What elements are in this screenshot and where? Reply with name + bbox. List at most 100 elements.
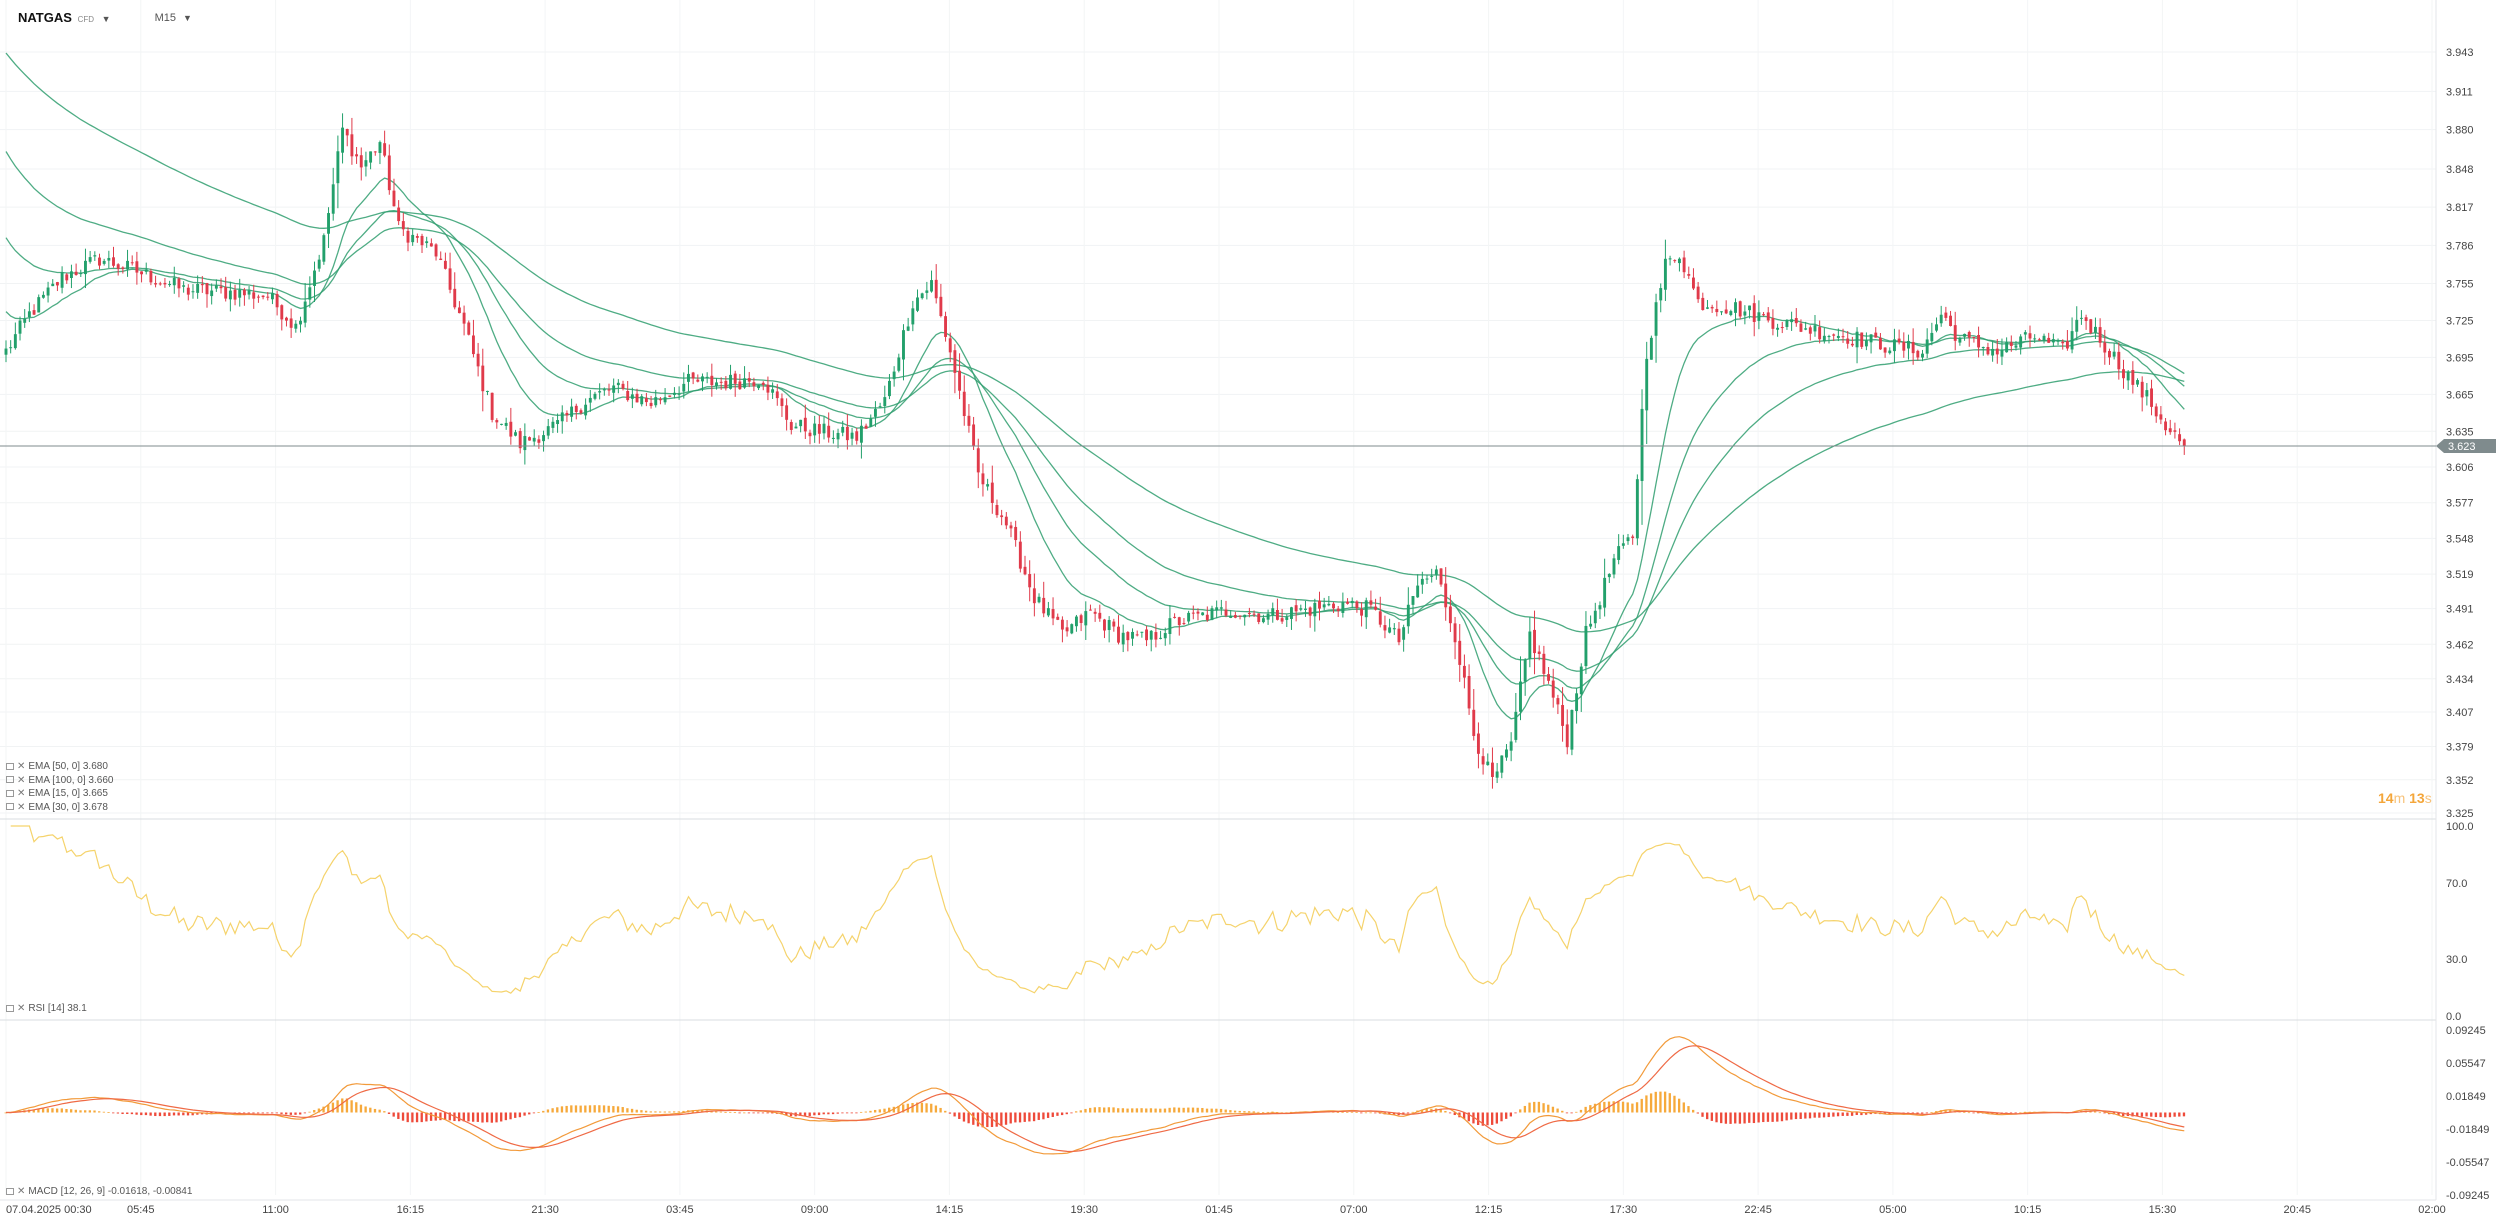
macd-histogram-bar xyxy=(1032,1112,1036,1122)
legend-item-rsi[interactable]: ✕ RSI [14] 38.1 xyxy=(6,1002,87,1016)
macd-histogram-bar xyxy=(1135,1108,1139,1113)
candle xyxy=(1575,688,1579,724)
close-icon[interactable]: ✕ xyxy=(17,1003,26,1014)
macd-histogram-bar xyxy=(743,1112,746,1114)
candle xyxy=(364,151,368,177)
price-tick-label: 3.577 xyxy=(2446,498,2474,510)
candle xyxy=(219,278,223,294)
price-tick-label: 3.817 xyxy=(2446,202,2474,214)
candle xyxy=(1766,307,1770,323)
macd-histogram-bar xyxy=(2023,1111,2027,1113)
candle xyxy=(401,212,405,236)
macd-histogram-bar xyxy=(500,1112,503,1122)
macd-histogram-bar xyxy=(1257,1111,1260,1113)
candle xyxy=(1771,309,1775,336)
candle xyxy=(392,178,396,207)
settings-icon[interactable] xyxy=(6,762,14,770)
candle xyxy=(691,371,695,385)
legend-item-macd[interactable]: ✕ MACD [12, 26, 9] -0.01618, -0.00841 xyxy=(6,1185,192,1199)
macd-histogram-bar xyxy=(1187,1107,1190,1113)
settings-icon[interactable] xyxy=(6,803,14,811)
candle xyxy=(2117,342,2121,380)
candle xyxy=(4,340,8,363)
macd-histogram-bar xyxy=(1159,1108,1162,1113)
candle xyxy=(51,279,55,287)
settings-icon[interactable] xyxy=(6,776,14,784)
macd-histogram-bar xyxy=(1154,1108,1157,1113)
candle xyxy=(864,423,868,429)
candle xyxy=(2178,428,2182,446)
macd-histogram-bar xyxy=(1794,1112,1798,1120)
macd-histogram-bar xyxy=(1617,1101,1620,1113)
close-icon[interactable]: ✕ xyxy=(17,801,26,813)
macd-histogram-bar xyxy=(677,1111,680,1113)
settings-icon[interactable] xyxy=(6,1187,14,1195)
macd-histogram-bar xyxy=(808,1112,811,1117)
time-tick-label: 12:15 xyxy=(1475,1204,1503,1216)
candle xyxy=(373,151,377,156)
candle xyxy=(612,378,616,403)
candle xyxy=(729,364,732,390)
candle xyxy=(1313,598,1317,632)
macd-histogram-bar xyxy=(2154,1112,2158,1118)
candle xyxy=(2000,338,2004,366)
ema-100-line xyxy=(5,52,2185,633)
macd-histogram-bar xyxy=(1177,1107,1181,1113)
macd-histogram-bar xyxy=(1004,1112,1008,1125)
macd-histogram-bar xyxy=(616,1106,620,1113)
candle xyxy=(27,302,31,323)
legend-item-ema-100[interactable]: ✕ EMA [100, 0] 3.660 xyxy=(6,774,113,788)
candle xyxy=(1453,616,1457,660)
macd-histogram-bar xyxy=(2131,1112,2134,1117)
candle xyxy=(130,255,134,266)
macd-tick-label: 0.01849 xyxy=(2446,1091,2486,1103)
candle xyxy=(855,427,859,445)
candle xyxy=(2061,339,2065,350)
macd-histogram-bar xyxy=(1911,1112,1915,1114)
macd-histogram-bar xyxy=(107,1112,110,1113)
candle xyxy=(934,264,938,304)
candle xyxy=(2009,335,2013,352)
candle xyxy=(299,316,302,333)
close-icon[interactable]: ✕ xyxy=(17,761,26,772)
candle xyxy=(1495,763,1499,784)
macd-histogram-bar xyxy=(1392,1112,1396,1115)
candle xyxy=(1593,602,1597,629)
macd-histogram-bar xyxy=(1201,1107,1204,1113)
candle xyxy=(2182,438,2186,455)
macd-histogram-bar xyxy=(2182,1112,2186,1117)
candle xyxy=(2145,382,2149,406)
macd-histogram-bar xyxy=(1046,1112,1050,1118)
settings-icon[interactable] xyxy=(6,789,14,797)
settings-icon[interactable] xyxy=(6,1004,14,1012)
candle xyxy=(1804,321,1808,331)
candles[interactable] xyxy=(4,113,2186,789)
macd-histogram-bar xyxy=(285,1112,288,1115)
candle xyxy=(1406,587,1410,634)
close-icon[interactable]: ✕ xyxy=(17,774,26,786)
macd-histogram-bar xyxy=(1285,1112,1288,1114)
grid xyxy=(0,0,2437,1201)
legend-item-ema-50[interactable]: ✕ EMA [50, 0] 3.680 xyxy=(6,760,113,774)
symbol-selector[interactable]: NATGAS CFD ▼ xyxy=(18,10,111,25)
timeframe-selector[interactable]: M15 ▼ xyxy=(155,12,192,24)
macd-histogram-bar xyxy=(186,1112,190,1116)
candle xyxy=(1009,521,1013,538)
legend-item-ema-30[interactable]: ✕ EMA [30, 0] 3.678 xyxy=(6,801,113,815)
candle xyxy=(1864,332,1868,351)
macd-histogram-bar xyxy=(2117,1112,2120,1116)
macd-histogram-bar xyxy=(1640,1098,1643,1113)
rsi-tick-label: 0.0 xyxy=(2446,1011,2461,1023)
close-icon[interactable]: ✕ xyxy=(17,788,26,799)
macd-histogram-bar xyxy=(1360,1112,1363,1114)
candle xyxy=(1252,610,1256,617)
macd-histogram-bar xyxy=(1491,1112,1494,1125)
candle xyxy=(65,272,69,284)
legend-item-ema-15[interactable]: ✕ EMA [15, 0] 3.665 xyxy=(6,787,113,801)
macd-histogram-bar xyxy=(747,1112,751,1114)
close-icon[interactable]: ✕ xyxy=(17,1186,26,1197)
candle xyxy=(1603,558,1607,617)
candle xyxy=(1949,310,1952,327)
candle xyxy=(930,270,933,293)
